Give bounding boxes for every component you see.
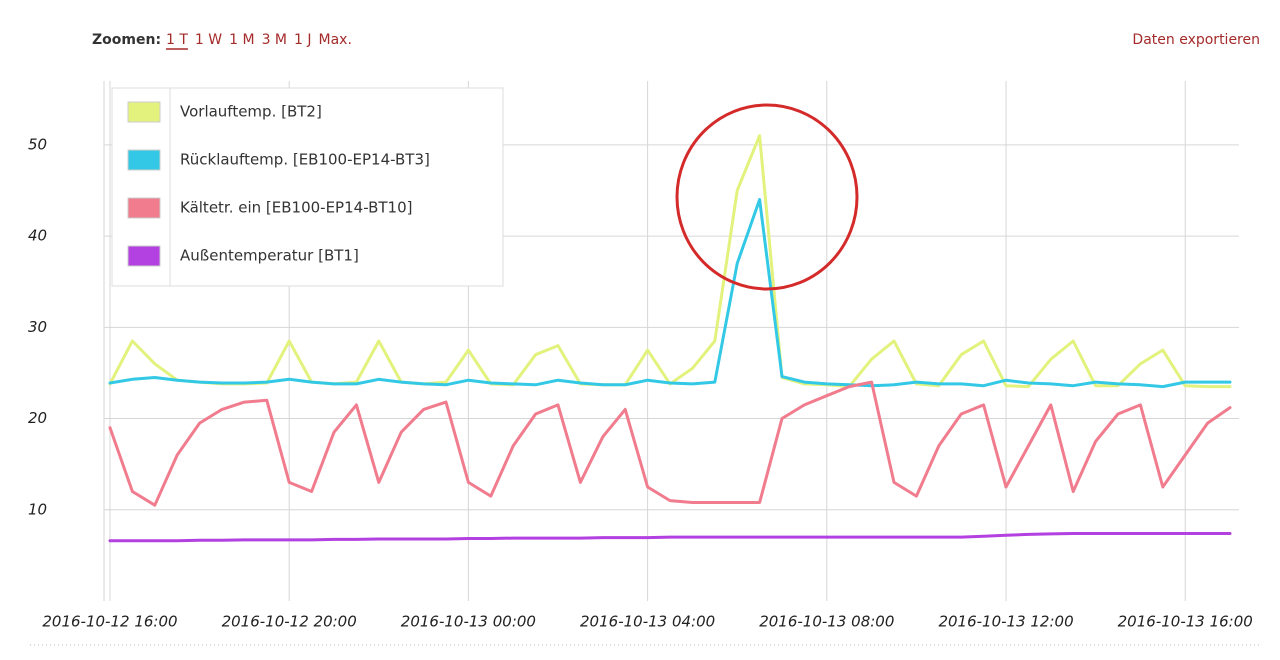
legend-swatch [127, 101, 161, 123]
x-tick-label: 2016-10-13 04:00 [580, 613, 715, 631]
lines [108, 134, 1232, 543]
legend-swatch [127, 245, 161, 267]
series-line [108, 380, 1232, 507]
x-tick-label: 2016-10-13 16:00 [1118, 613, 1253, 631]
legend-swatch [127, 149, 161, 171]
x-tick-label: 2016-10-13 12:00 [938, 613, 1073, 631]
zoom-option[interactable]: 1 T [166, 32, 188, 48]
legend-label: Außentemperatur [BT1] [180, 247, 359, 265]
legend-box [111, 87, 504, 287]
zoom-option[interactable]: 1 W [195, 32, 222, 48]
y-tick-label: 20 [28, 409, 47, 427]
y-tick-label: 40 [28, 227, 47, 245]
y-tick-label: 30 [28, 318, 47, 336]
series-line [108, 532, 1232, 543]
x-tick-label: 2016-10-12 20:00 [222, 613, 357, 631]
zoom-option[interactable]: 3 M [262, 32, 287, 48]
y-tick-label: 10 [28, 500, 47, 518]
x-tick-label: 2016-10-12 16:00 [42, 613, 177, 631]
zoom-label: Zoomen: [92, 32, 161, 48]
series-line [108, 198, 1232, 389]
legend: Vorlauftemp. [BT2] Rücklauftemp. [EB100-E… [111, 87, 504, 287]
export-link[interactable]: Daten exportieren [1132, 32, 1260, 48]
y-tick-label: 50 [28, 135, 47, 153]
zoom-option[interactable]: 1 J [294, 32, 312, 48]
legend-label: Rücklauftemp. [EB100-EP14-BT3] [180, 151, 430, 169]
legend-label: Kältetr. ein [EB100-EP14-BT10] [180, 199, 412, 217]
x-tick-label: 2016-10-13 00:00 [401, 613, 536, 631]
highlight-circle [675, 103, 859, 291]
legend-label: Vorlauftemp. [BT2] [180, 103, 322, 121]
x-tick-label: 2016-10-13 08:00 [759, 613, 894, 631]
legend-swatch [127, 197, 161, 219]
zoom-option[interactable]: Max. [319, 32, 352, 48]
grid [103, 81, 1239, 601]
zoom-option[interactable]: 1 M [229, 32, 254, 48]
